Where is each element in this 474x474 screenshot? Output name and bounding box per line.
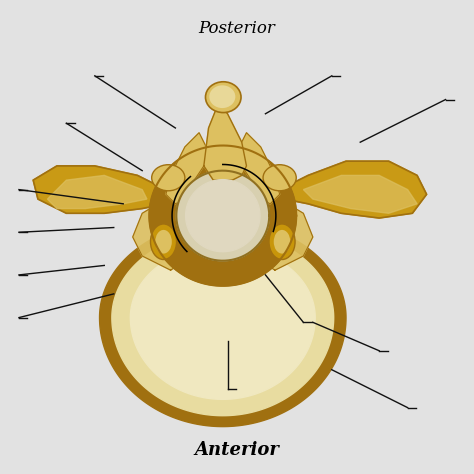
Polygon shape	[237, 133, 280, 204]
Polygon shape	[133, 199, 190, 270]
Ellipse shape	[263, 164, 296, 191]
Polygon shape	[47, 175, 147, 209]
Polygon shape	[149, 146, 296, 286]
Polygon shape	[130, 246, 315, 399]
Ellipse shape	[205, 82, 241, 112]
Polygon shape	[112, 231, 334, 416]
Polygon shape	[303, 175, 417, 213]
Polygon shape	[100, 222, 346, 427]
Ellipse shape	[155, 230, 172, 254]
Ellipse shape	[269, 224, 295, 260]
Ellipse shape	[152, 164, 185, 191]
Text: Anterior: Anterior	[194, 441, 280, 459]
Polygon shape	[204, 104, 246, 180]
Polygon shape	[256, 199, 313, 270]
Polygon shape	[166, 133, 209, 204]
Text: Posterior: Posterior	[199, 20, 275, 37]
Polygon shape	[176, 171, 269, 261]
Polygon shape	[186, 180, 260, 252]
Polygon shape	[280, 161, 427, 218]
Ellipse shape	[151, 224, 176, 260]
Ellipse shape	[273, 230, 290, 254]
Ellipse shape	[209, 85, 235, 108]
Polygon shape	[33, 166, 171, 213]
